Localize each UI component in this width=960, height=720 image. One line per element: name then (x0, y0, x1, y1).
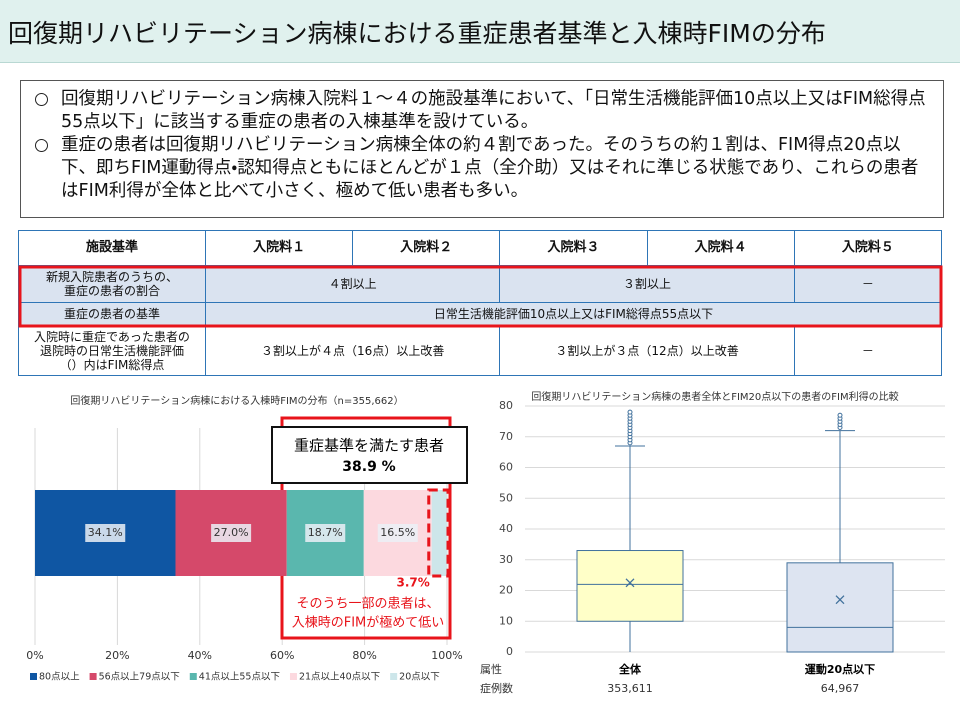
y-tick-label: 0 (506, 645, 513, 658)
legend-swatch (390, 673, 398, 680)
note: そのうち一部の患者は、 (296, 597, 439, 612)
mean (835, 595, 845, 605)
x-tick-label: 20% (105, 649, 129, 662)
table-highlight (18, 265, 943, 328)
legend-label: 80点以上 (39, 672, 80, 683)
row-header: 属性 (480, 662, 502, 676)
bullet-box: 回復期リハビリテーション病棟入院料１～４の施設基準において、「日常生活機能評価1… (20, 80, 944, 218)
outlier (837, 412, 843, 418)
y-tick-label: 10 (499, 614, 513, 627)
header-cell: 入院料１ (204, 230, 354, 266)
y-tick-label: 70 (499, 430, 513, 443)
row-header: 症例数 (480, 681, 513, 695)
chart-title: 回復期リハビリテーション病棟の患者全体とFIM20点以下の患者のFIM利得の比較 (531, 390, 898, 403)
header-cell: 施設基準 (18, 230, 206, 266)
bullet-marker (35, 139, 48, 152)
bullet: 回復期リハビリテーション病棟入院料１～４の施設基準において、「日常生活機能評価1… (33, 88, 931, 134)
table-header: 施設基準 入院料１ 入院料２ 入院料３ 入院料４ 入院料５ (18, 230, 943, 266)
x-tick-label: 0% (26, 649, 43, 662)
x-tick-label: 60% (270, 649, 294, 662)
label-line: 重症の患者の基準 (63, 307, 160, 321)
y-tick-label: 30 (499, 553, 513, 566)
outlier (627, 409, 633, 415)
legend-label: 20点以下 (399, 672, 440, 683)
box (786, 562, 894, 653)
bullet-text: 回復期リハビリテーション病棟入院料１～４の施設基準において、「日常生活機能評価1… (61, 89, 926, 132)
table-row: 新規入院患者のうちの、 重症の患者の割合 ４割以上 ３割以上 － (18, 265, 943, 303)
cell: ３割以上 (499, 265, 795, 303)
chart-title: 回復期リハビリテーション病棟における入棟時FIMの分布（n=355,662） (70, 394, 403, 407)
label-bg (85, 524, 126, 542)
bullet: 重症の患者は回復期リハビリテーション病棟全体の約４割であった。そのうちの約１割は… (33, 134, 931, 203)
cell: 日常生活機能評価10点以上又はFIM総得点55点以下 (205, 302, 942, 326)
callout-box (271, 426, 468, 484)
value-label: 16.5% (380, 526, 415, 539)
legend-swatch (289, 673, 297, 680)
value-label: 3.7% (396, 576, 429, 590)
legend-swatch (89, 673, 97, 680)
value-label: 27.0% (214, 526, 249, 539)
box (576, 550, 684, 622)
label-line: （）内はFIM総得点 (59, 357, 165, 372)
category-label: 全体 (619, 662, 642, 676)
cell: ４割以上 (204, 265, 501, 303)
callout-value: 38.9 % (342, 459, 395, 475)
y-tick-label: 80 (499, 399, 513, 412)
bullet-list: 回復期リハビリテーション病棟入院料１～４の施設基準において、「日常生活機能評価1… (33, 88, 931, 203)
legend-label: 41点以上55点以下 (199, 672, 280, 683)
legend-label: 56点以上79点以下 (99, 672, 180, 683)
label-bg (211, 524, 252, 542)
label-line: 退院時の日常生活機能評価 (39, 343, 184, 358)
legend-label: 21点以上40点以下 (299, 672, 380, 683)
note: 入棟時のFIMが極めて低い (292, 616, 445, 631)
legend-swatch (189, 673, 197, 680)
header: 回復期リハビリテーション病棟における重症患者基準と入棟時FIMの分布 (0, 0, 960, 63)
y-tick-label: 50 (499, 491, 513, 504)
x-tick-label: 100% (431, 649, 462, 662)
label-line: 入院時に重症であった患者の (34, 329, 190, 344)
y-tick-label: 20 (499, 584, 513, 597)
dashed-frame (427, 488, 450, 578)
bullet-marker (35, 93, 48, 106)
cell: ３割以上が４点（16点）以上改善 (204, 325, 501, 376)
row-label: 新規入院患者のうちの、 重症の患者の割合 (18, 265, 206, 303)
header-cell: 入院料３ (499, 230, 648, 266)
x-tick-label: 80% (352, 649, 376, 662)
label-line: 重症の患者の割合 (63, 284, 160, 298)
count-label: 353,611 (607, 682, 653, 695)
label-bg (377, 524, 418, 542)
value-label: 34.1% (88, 526, 123, 539)
mean (625, 578, 635, 588)
callout-title: 重症基準を満たす患者 (294, 437, 444, 455)
label-line: 新規入院患者のうちの、 (45, 270, 178, 284)
y-tick-label: 60 (499, 461, 513, 474)
bar-segment (431, 490, 447, 576)
label-bg (305, 524, 346, 542)
row-label: 入院時に重症であった患者の 退院時の日常生活機能評価 （）内はFIM総得点 (18, 325, 206, 376)
header-cell: 入院料４ (646, 230, 795, 266)
cell: － (793, 265, 943, 303)
legend-swatch (30, 673, 37, 680)
category-label: 運動20点以下 (805, 662, 875, 676)
header-cell: 入院料２ (352, 230, 501, 266)
value-label: 18.7% (308, 526, 343, 539)
bullet-text: 重症の患者は回復期リハビリテーション病棟全体の約４割であった。そのうちの約１割は… (61, 135, 919, 201)
y-tick-label: 40 (499, 522, 513, 535)
x-tick-label: 40% (188, 649, 212, 662)
title: 回復期リハビリテーション病棟における重症患者基準と入棟時FIMの分布 (8, 19, 826, 48)
count-label: 64,967 (821, 682, 860, 695)
